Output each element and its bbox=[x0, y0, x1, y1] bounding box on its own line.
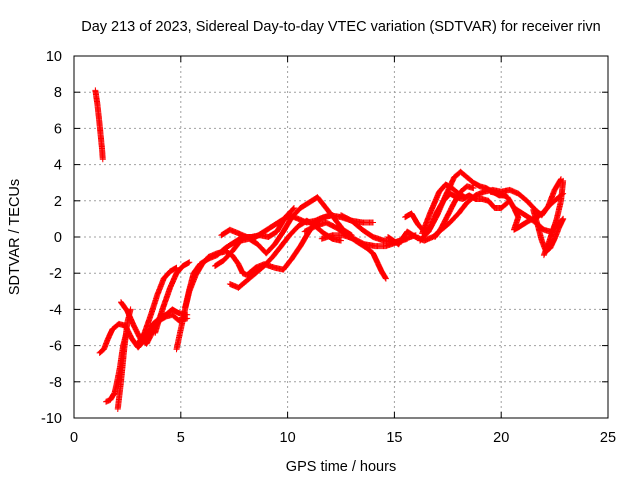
data-points bbox=[92, 87, 567, 412]
y-tick-label: 6 bbox=[54, 121, 62, 137]
series-markers bbox=[540, 177, 567, 259]
y-tick-label: -6 bbox=[49, 339, 62, 355]
axis-ticks bbox=[73, 55, 609, 419]
x-tick-label: 25 bbox=[600, 430, 616, 446]
series-s7 bbox=[152, 259, 193, 336]
y-tick-label: 4 bbox=[54, 158, 62, 174]
series-markers bbox=[114, 306, 134, 412]
series-markers bbox=[431, 183, 477, 240]
series-s1 bbox=[92, 87, 106, 163]
y-tick-label: -4 bbox=[49, 302, 62, 318]
series-s24 bbox=[540, 177, 567, 259]
x-tick-label: 0 bbox=[70, 430, 78, 446]
x-tick-label: 5 bbox=[177, 430, 185, 446]
y-tick-label: -10 bbox=[41, 411, 62, 427]
series-markers bbox=[92, 87, 106, 163]
y-axis-label: SDTVAR / TECUs bbox=[7, 179, 23, 295]
y-tick-label: -2 bbox=[49, 266, 62, 282]
chart-title: Day 213 of 2023, Sidereal Day-to-day VTE… bbox=[81, 19, 601, 35]
y-tick-label: 8 bbox=[54, 85, 62, 101]
series-markers bbox=[152, 259, 193, 336]
y-tick-label: 0 bbox=[54, 230, 62, 246]
series-s20 bbox=[431, 183, 477, 240]
y-tick-label: 2 bbox=[54, 194, 62, 210]
y-tick-label: 10 bbox=[46, 49, 62, 65]
grid bbox=[74, 56, 608, 418]
x-tick-label: 15 bbox=[386, 430, 402, 446]
y-tick-label: -8 bbox=[49, 375, 62, 391]
series-markers bbox=[135, 264, 180, 347]
x-axis-label: GPS time / hours bbox=[286, 459, 396, 475]
series-s4 bbox=[114, 306, 134, 412]
axis-tick-labels: 0 5 10 15 20 25 -10 -8 -6 -4 -2 0 2 4 6 8 10 bbox=[41, 49, 616, 446]
x-tick-label: 10 bbox=[280, 430, 296, 446]
series-s6 bbox=[135, 264, 180, 347]
x-tick-label: 20 bbox=[493, 430, 509, 446]
